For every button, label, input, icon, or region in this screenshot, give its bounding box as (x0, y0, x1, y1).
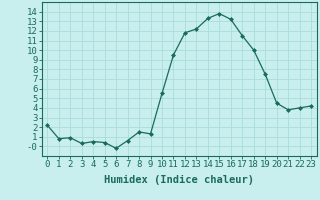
X-axis label: Humidex (Indice chaleur): Humidex (Indice chaleur) (104, 175, 254, 185)
